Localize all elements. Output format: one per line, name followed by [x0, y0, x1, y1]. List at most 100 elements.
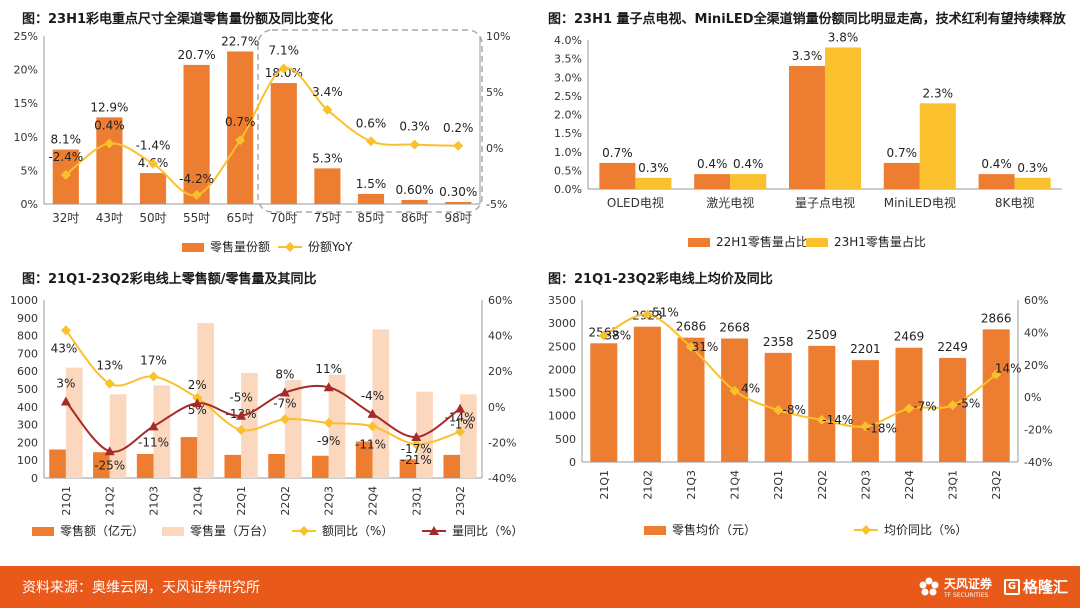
- bar: [65, 367, 83, 478]
- bar: [883, 162, 920, 189]
- gelonghui-logo-icon: G: [1004, 578, 1020, 595]
- bar-data-label: 20.7%: [178, 48, 216, 62]
- bar-data-label: 2201: [850, 342, 881, 356]
- line-data-label: 14%: [995, 362, 1022, 376]
- right-tick-label: 40%: [488, 330, 512, 343]
- bar: [445, 201, 472, 204]
- line-point: [773, 405, 784, 416]
- brand1-name: 天风证券: [944, 577, 993, 591]
- bar: [443, 454, 461, 478]
- bar: [136, 453, 154, 478]
- x-tick-label: 22Q1: [235, 486, 248, 516]
- bar: [633, 326, 661, 462]
- bar: [401, 199, 428, 204]
- line-data-label: -21%: [401, 453, 432, 467]
- x-tick-label: 86吋: [401, 211, 428, 225]
- chart-svg: 0% 5% 10% 15% 20% 25% -5% 0% 5% 10% 32吋 43吋 50吋 55吋 65…: [14, 29, 510, 254]
- x-tick-label: 21Q4: [191, 486, 204, 516]
- left-tick-label: 2000: [548, 363, 576, 376]
- bar-data-label: 2668: [719, 321, 750, 335]
- left-tick-label: 1000: [548, 410, 576, 423]
- bar: [268, 453, 285, 478]
- x-tick-label: 43吋: [96, 211, 123, 225]
- bar: [93, 452, 110, 478]
- line-point: [191, 190, 202, 201]
- x-tick-label: 85吋: [357, 211, 384, 225]
- x-tick-label: 激光电视: [706, 195, 754, 210]
- line-data-label: 0.2%: [443, 121, 474, 135]
- line-point: [991, 369, 1002, 380]
- line-point: [366, 136, 376, 147]
- bar: [982, 329, 1010, 462]
- left-tick-label: 2.0%: [554, 109, 582, 122]
- line-data-label: -5%: [229, 391, 252, 405]
- bar: [180, 437, 198, 478]
- line-data-label: -17%: [401, 442, 432, 456]
- chart-title: 图：23H1彩电重点尺寸全渠道零售量份额及同比变化: [22, 12, 334, 27]
- chart-panel-tech-share: 图：23H1 量子点电视、MiniLED全渠道销量份额同比明显走高，技术红利有望…: [540, 0, 1080, 262]
- legend-swatch: [688, 238, 710, 247]
- line-point: [236, 424, 247, 435]
- line-point: [60, 396, 71, 406]
- bar: [314, 168, 341, 204]
- bar-data-label: 8.1%: [51, 133, 82, 147]
- right-tick-label: -5%: [486, 198, 507, 211]
- left-tick-label: 3000: [548, 317, 576, 330]
- bar: [139, 173, 167, 204]
- bar: [919, 103, 956, 189]
- bar: [978, 174, 1015, 189]
- x-tick-label: 21Q2: [641, 470, 654, 500]
- bar-data-label: 0.30%: [439, 185, 477, 199]
- source-note: 资料来源：奥维云网，天风证券研究所: [22, 580, 260, 596]
- bar-data-label: 12.9%: [90, 100, 128, 114]
- line-point: [455, 426, 466, 437]
- bar-data-label: 22.7%: [221, 34, 259, 48]
- line-point: [104, 378, 115, 389]
- line-point: [236, 410, 247, 420]
- line-data-label: 3.4%: [312, 85, 343, 99]
- left-tick-label: 4.0%: [554, 34, 582, 47]
- right-tick-label: 10%: [486, 30, 510, 43]
- bar-data-label: 2866: [981, 311, 1012, 325]
- x-tick-label: 22Q2: [279, 486, 292, 516]
- line-point: [148, 371, 159, 382]
- x-tick-label: 65吋: [227, 211, 254, 225]
- line-point: [686, 341, 696, 352]
- bar: [1014, 177, 1051, 189]
- bar-data-label: 0.4%: [981, 157, 1012, 171]
- bar-data-label: 0.3%: [1017, 161, 1048, 175]
- chart-svg: 0 100 200 300 400 500 600 700 800 900 1000 -40% -20%…: [10, 294, 523, 538]
- right-tick-label: 0%: [488, 401, 505, 414]
- left-tick-label: 1.5%: [554, 127, 582, 140]
- legend-label: 22H1零售量占比: [716, 234, 808, 249]
- left-tick-label: 500: [555, 433, 576, 446]
- left-tick-label: 20%: [14, 64, 38, 77]
- line-point: [411, 439, 422, 450]
- bar-data-label: 0.60%: [396, 183, 434, 197]
- bar: [460, 394, 477, 478]
- bar-data-label: 1.5%: [356, 177, 387, 191]
- bar-data-label: 3.8%: [828, 30, 859, 44]
- left-tick-label: 0.5%: [554, 164, 582, 177]
- legend-swatch: [644, 526, 666, 535]
- line-point: [642, 309, 653, 320]
- legend-label: 零售额（亿元）: [60, 523, 144, 538]
- line-data-label: 4%: [741, 382, 760, 396]
- x-tick-label: 22Q4: [903, 470, 916, 500]
- line-data-label: -1.4%: [136, 139, 171, 153]
- line-point: [367, 421, 378, 432]
- left-tick-label: 300: [17, 419, 38, 432]
- bar: [721, 338, 749, 462]
- bar: [590, 343, 618, 462]
- x-tick-label: 98吋: [445, 211, 472, 225]
- x-tick-label: 22Q4: [367, 486, 380, 516]
- line-data-label: -18%: [866, 421, 897, 435]
- series-line: [65, 384, 461, 453]
- bar-data-label: 0.4%: [733, 157, 764, 171]
- line-point: [816, 414, 827, 425]
- line-point: [148, 421, 159, 431]
- line-point: [455, 403, 466, 413]
- bar-data-label: 5.3%: [312, 151, 343, 165]
- legend-label: 额同比（%）: [322, 524, 393, 538]
- line-data-label: -11%: [138, 435, 169, 449]
